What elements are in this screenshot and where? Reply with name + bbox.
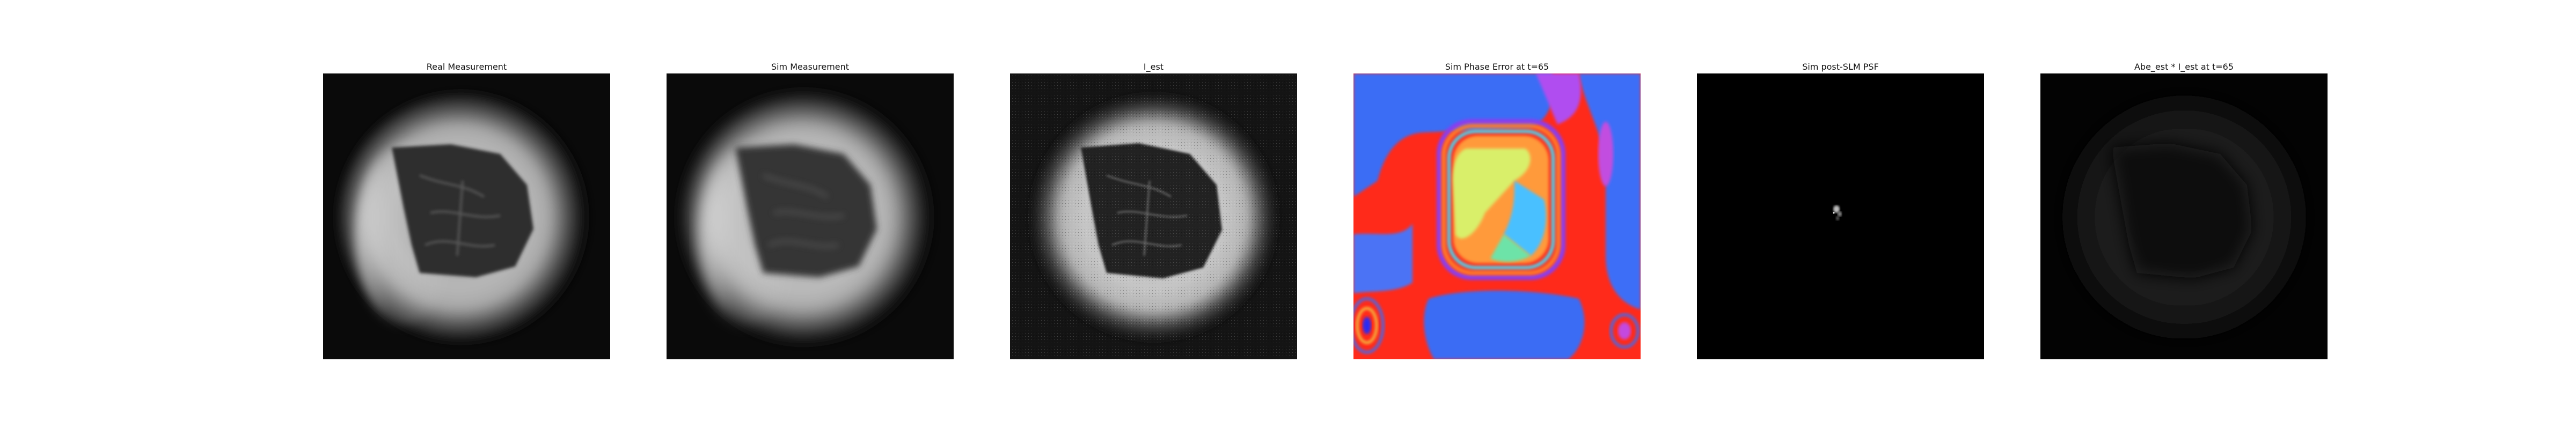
real-measurement-image <box>323 73 610 359</box>
panel-title: Sim Measurement <box>771 62 850 72</box>
abe-est-i-est-image <box>2040 73 2328 359</box>
sim-post-slm-psf-image <box>1697 73 1984 359</box>
panel-title: Real Measurement <box>426 62 507 72</box>
panel-i-est: I_est <box>1010 62 1297 359</box>
panel-title: I_est <box>1143 62 1164 72</box>
panel-sim-measurement: Sim Measurement <box>667 62 954 359</box>
panel-sim-post-slm-psf: Sim post-SLM PSF <box>1697 62 1984 359</box>
panel-title: Abe_est * I_est at t=65 <box>2134 62 2234 72</box>
sim-phase-error-image <box>1353 73 1641 359</box>
i-est-image <box>1010 73 1297 359</box>
panel-sim-phase-error: Sim Phase Error at t=65 <box>1353 62 1641 359</box>
panel-title: Sim post-SLM PSF <box>1802 62 1879 72</box>
panel-abe-est-i-est: Abe_est * I_est at t=65 <box>2040 62 2328 359</box>
panel-title: Sim Phase Error at t=65 <box>1445 62 1549 72</box>
panel-real-measurement: Real Measurement <box>323 62 610 359</box>
sim-measurement-image <box>667 73 954 359</box>
